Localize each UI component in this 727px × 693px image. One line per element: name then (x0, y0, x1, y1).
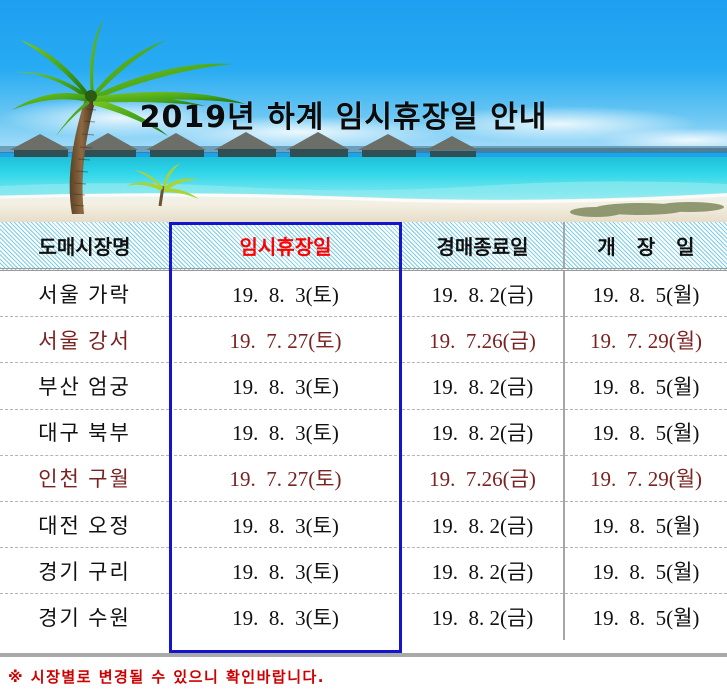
table-row: 대전 오정 19. 8. 3(토) 19. 8. 2(금) 19. 8. 5(월… (0, 501, 727, 549)
table-row: 경기 수원 19. 8. 3(토) 19. 8. 2(금) 19. 8. 5(월… (0, 593, 727, 640)
cell-closure-date: 19. 8. 3(토) (232, 605, 339, 630)
cell-reopen-date: 19. 8. 5(월) (564, 362, 727, 410)
cell-auction-end-date: 19. 8. 2(금) (402, 362, 565, 410)
header-row: 도매시장명 임시휴장일 경매종료일 개 장 일 (0, 222, 727, 271)
cell-market: 서울 강서 (0, 316, 169, 364)
column-header-closure-date: 임시휴장일 (169, 222, 402, 271)
palm-tree (12, 18, 246, 214)
small-palm (126, 163, 199, 207)
cell-market: 서울 가락 (0, 269, 169, 318)
cell-market: 경기 구리 (0, 547, 169, 595)
footnote: ※ 시장별로 변경될 수 있으니 확인바랍니다. (8, 668, 325, 686)
table-header: 도매시장명 임시휴장일 경매종료일 개 장 일 (0, 222, 727, 271)
cell-closure-date: 19. 7. 27(토) (169, 316, 402, 364)
schedule-table-wrap: 도매시장명 임시휴장일 경매종료일 개 장 일 서울 가락 19. 8. 3(토… (0, 222, 727, 653)
cell-market: 경기 수원 (38, 605, 131, 630)
cell-reopen-date: 19. 8. 5(월) (592, 605, 700, 630)
cell-closure-date: 19. 8. 3(토) (169, 409, 402, 456)
table-row: 서울 가락 19. 8. 3(토) 19. 8. 2(금) 19. 8. 5(월… (0, 269, 727, 318)
cell-auction-end-date: 19. 8. 2(금) (402, 409, 565, 456)
page-title: 2019년 하계 임시휴장일 안내 (139, 100, 548, 135)
palm-fronds (12, 18, 246, 136)
cell-auction-end-date: 19. 7.26(금) (402, 316, 565, 364)
table-row: 서울 강서 19. 7. 27(토) 19. 7.26(금) 19. 7. 29… (0, 316, 727, 364)
banner: 2019년 하계 임시휴장일 안내 (0, 0, 727, 222)
cell-market: 부산 엄궁 (0, 362, 169, 410)
cell-closure-date: 19. 8. 3(토) (169, 547, 402, 595)
cell-auction-end-date: 19. 8. 2(금) (402, 269, 565, 318)
table-row: 경기 구리 19. 8. 3(토) 19. 8. 2(금) 19. 8. 5(월… (0, 547, 727, 595)
cell-auction-end-date: 19. 7.26(금) (402, 455, 565, 502)
table-bottom-rule (0, 653, 727, 657)
table-body: 서울 가락 19. 8. 3(토) 19. 8. 2(금) 19. 8. 5(월… (0, 269, 727, 640)
table-row: 인천 구월 19. 7. 27(토) 19. 7.26(금) 19. 7. 29… (0, 455, 727, 502)
cell-auction-end-date: 19. 8. 2(금) (402, 547, 565, 595)
column-header-auction-end-date: 경매종료일 (402, 222, 565, 271)
cell-reopen-date: 19. 8. 5(월) (564, 501, 727, 549)
cell-closure-date: 19. 7. 27(토) (169, 455, 402, 502)
column-header-reopen-date-label: 개 장 일 (597, 234, 702, 259)
cell-closure-date: 19. 8. 3(토) (169, 269, 402, 318)
beach-photo (0, 0, 727, 222)
cell-reopen-date: 19. 7. 29(월) (564, 316, 727, 364)
cell-market: 대구 북부 (0, 409, 169, 456)
cell-reopen-date: 19. 8. 5(월) (564, 269, 727, 318)
column-header-reopen-date: 개 장 일 (564, 222, 727, 271)
cell-reopen-date: 19. 8. 5(월) (564, 409, 727, 456)
schedule-table: 도매시장명 임시휴장일 경매종료일 개 장 일 서울 가락 19. 8. 3(토… (0, 222, 727, 640)
cell-closure-date: 19. 8. 3(토) (169, 501, 402, 549)
cell-market: 대전 오정 (0, 501, 169, 549)
table-row: 부산 엄궁 19. 8. 3(토) 19. 8. 2(금) 19. 8. 5(월… (0, 362, 727, 410)
cell-reopen-date: 19. 8. 5(월) (564, 547, 727, 595)
cell-market: 인천 구월 (0, 455, 169, 502)
cell-closure-date: 19. 8. 3(토) (169, 362, 402, 410)
cell-reopen-date: 19. 7. 29(월) (564, 455, 727, 502)
column-header-market: 도매시장명 (0, 222, 169, 271)
cell-auction-end-date: 19. 8. 2(금) (402, 593, 565, 640)
table-row: 대구 북부 19. 8. 3(토) 19. 8. 2(금) 19. 8. 5(월… (0, 409, 727, 456)
cell-auction-end-date: 19. 8. 2(금) (402, 501, 565, 549)
